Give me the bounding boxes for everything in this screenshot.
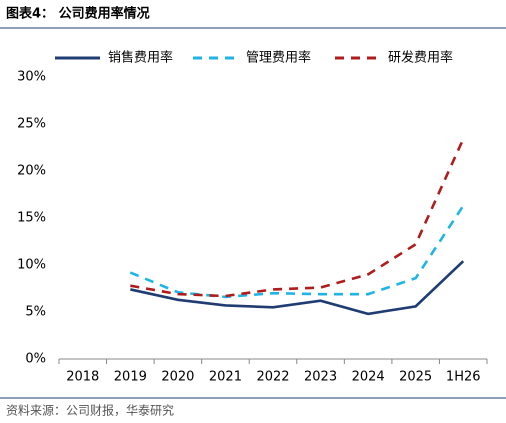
y-tick-label: 15% (17, 211, 46, 226)
y-tick-label: 0% (25, 352, 46, 367)
x-tick-label: 2021 (209, 370, 242, 385)
series-line (130, 138, 465, 298)
y-tick-label: 30% (17, 70, 46, 85)
x-tick-label: 2020 (161, 370, 194, 385)
y-tick-label: 20% (17, 164, 46, 179)
chart-title: 图表4： 公司费用率情况 (6, 6, 150, 22)
y-tick-label: 5% (25, 305, 46, 320)
x-tick-label: 2023 (304, 370, 337, 385)
y-tick-label: 10% (17, 258, 46, 273)
legend-label: 管理费用率 (246, 50, 311, 66)
source-note: 资料来源：公司财报，华泰研究 (6, 403, 174, 418)
x-tick-label: 2022 (256, 370, 289, 385)
x-tick-label: 2025 (399, 370, 432, 385)
legend-label: 研发费用率 (388, 50, 453, 66)
y-tick-label: 25% (17, 117, 46, 132)
series-line (130, 260, 465, 316)
x-tick-label: 2019 (114, 370, 147, 385)
series-line (129, 205, 465, 299)
x-tick-label: 1H26 (446, 370, 481, 385)
legend-label: 销售费用率 (108, 50, 173, 66)
x-tick-label: 2018 (66, 370, 99, 385)
x-tick-label: 2024 (352, 370, 385, 385)
